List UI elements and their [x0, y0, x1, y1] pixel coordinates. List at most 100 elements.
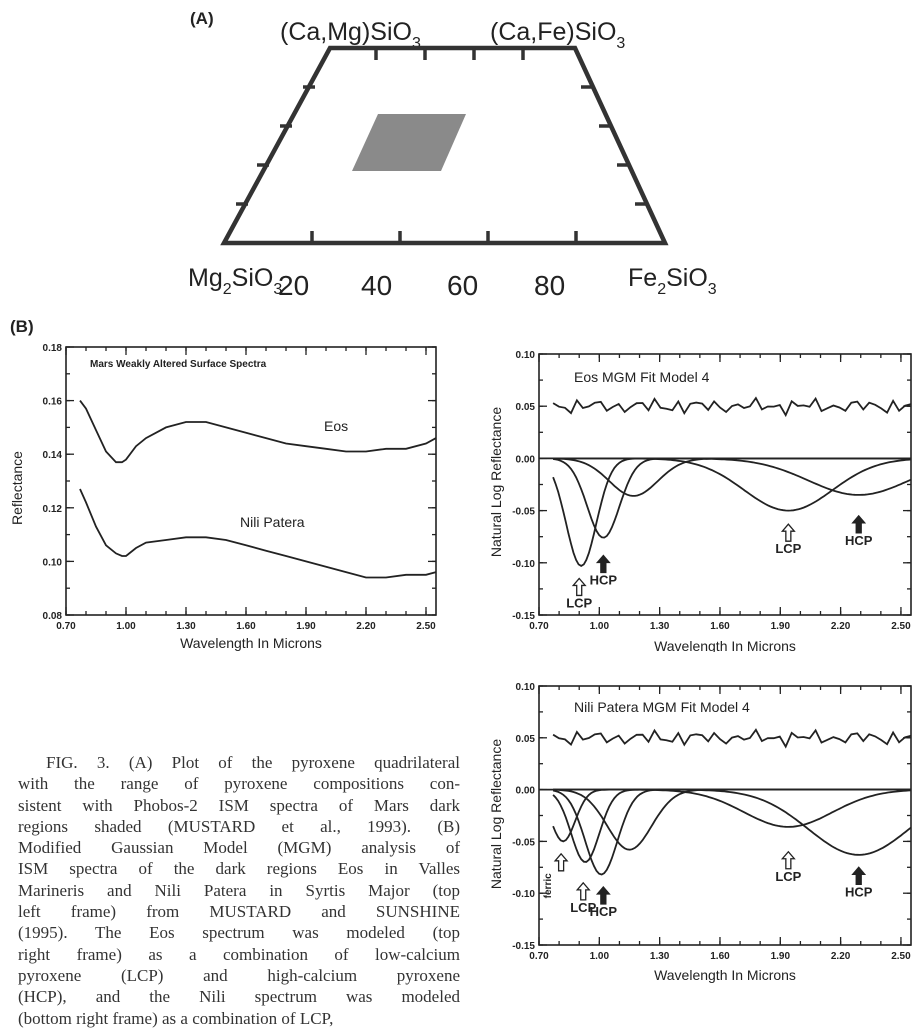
shaded-composition-region	[352, 114, 466, 171]
caption-line: pyroxene (LCP) and high-calcium pyroxene	[18, 965, 460, 985]
arrow-label: LCP	[775, 869, 801, 884]
x-tick-label: 1.00	[590, 621, 610, 632]
arrow-label: HCP	[590, 904, 618, 919]
y-tick-label: -0.10	[512, 889, 535, 900]
y-tick-label: 0.00	[516, 786, 536, 797]
arrow-glyph	[571, 577, 587, 597]
y-tick-label: 0.18	[43, 343, 63, 354]
gaussian-band	[553, 457, 911, 497]
y-tick-label: -0.05	[512, 837, 535, 848]
lcp-arrow: LCP	[566, 577, 593, 610]
x-tick-label: 1.30	[650, 621, 670, 632]
x-tick-label: 1.90	[771, 951, 791, 962]
arrow-glyph	[575, 881, 591, 901]
x-tick-label: 0.70	[529, 951, 549, 962]
x-tick-label: 0.70	[56, 621, 76, 632]
x-tick-label: 2.50	[416, 621, 436, 632]
annotation-eos: Eos	[324, 418, 348, 434]
caption-line: regions shaded (MUSTARD et al., 1993). (…	[18, 816, 460, 836]
caption-line: right frame) as a combination of low-cal…	[18, 944, 460, 964]
arrow-glyph	[595, 885, 611, 905]
y-tick-label: 0.12	[43, 504, 63, 515]
lcp-arrow: LCP	[570, 881, 597, 915]
x-axis-label: Wavelength In Microns	[180, 635, 322, 651]
caption-line: sistent with Phobos-2 ISM spectra of Mar…	[18, 795, 460, 815]
arrow-glyph	[851, 866, 867, 885]
y-tick-label: 0.10	[516, 350, 536, 361]
arrow-glyph	[553, 852, 569, 872]
y-axis-label: Natural Log Reflectance	[488, 739, 504, 889]
y-tick-label: 0.16	[43, 397, 63, 408]
y-tick-label: 0.05	[516, 402, 536, 413]
figure-caption: FIG. 3. (A) Plot of the pyroxene quadril…	[18, 752, 460, 1029]
y-tick-label: 0.05	[516, 734, 536, 745]
arrow-label: HCP	[590, 572, 618, 587]
arrow-glyph	[780, 850, 796, 870]
x-tick-label: 1.30	[176, 621, 196, 632]
panel-b-label-wrap: (B)	[10, 317, 34, 336]
residual-line	[552, 728, 912, 749]
y-tick-label: 0.14	[43, 450, 63, 461]
nili-patera-mgm-fit-chart: Nili Patera MGM Fit Model 4 Natural Log …	[488, 682, 912, 983]
arrow-label: HCP	[845, 884, 873, 899]
caption-line: FIG. 3. (A) Plot of the pyroxene quadril…	[46, 753, 460, 772]
gaussian-band	[553, 788, 912, 828]
hcp-arrow: HCP	[845, 866, 873, 899]
caption-line: (1995). The Eos spectrum was modeled (to…	[18, 923, 460, 943]
arrow-glyph	[595, 554, 611, 574]
tick-label-40: 40	[361, 270, 392, 300]
caption-line: left frame) from MUSTARD and SUNSHINE	[18, 902, 460, 922]
bottom-left-vertex-label: Mg2SiO3	[188, 264, 282, 298]
tick-label-80: 80	[534, 270, 565, 300]
top-left-vertex-label: (Ca,Mg)SiO3	[280, 18, 421, 52]
chart-title: Nili Patera MGM Fit Model 4	[574, 699, 750, 715]
x-tick-label: 2.50	[891, 951, 911, 962]
caption-line: (bottom right frame) as a combination of…	[18, 1008, 334, 1028]
arrow-glyph	[851, 514, 867, 534]
arrow-label: HCP	[845, 533, 873, 548]
chart-title: Mars Weakly Altered Surface Spectra	[90, 359, 267, 370]
chart-frame	[65, 346, 437, 616]
caption-line: with the range of pyroxene compositions …	[18, 774, 460, 794]
x-tick-label: 1.90	[771, 621, 791, 632]
eos-mgm-fit-chart: Eos MGM Fit Model 4 Natural Log Reflecta…	[488, 350, 912, 652]
tick-label-20: 20	[278, 270, 309, 300]
y-tick-label: 0.08	[43, 611, 63, 622]
x-tick-label: 1.30	[650, 951, 670, 962]
y-tick-label: -0.15	[512, 941, 535, 952]
y-axis-label: Reflectance	[9, 451, 25, 525]
gaussian-band	[553, 457, 912, 496]
top-right-vertex-label: (Ca,Fe)SiO3	[490, 18, 625, 52]
x-tick-label: 1.90	[296, 621, 316, 632]
y-tick-label: 0.00	[516, 454, 536, 465]
x-axis-label: Wavelength In Microns	[654, 967, 796, 983]
caption-line: ISM spectra of the dark regions Eos in V…	[18, 859, 460, 879]
gaussian-band	[553, 788, 912, 856]
y-axis-label: Natural Log Reflectance	[488, 407, 504, 557]
panel-a-label: (A)	[190, 9, 214, 28]
caption-line: Modified Gaussian Model (MGM) analysis o…	[18, 838, 460, 858]
bottom-right-vertex-label: Fe2SiO3	[628, 264, 717, 298]
x-tick-label: 2.20	[356, 621, 376, 632]
x-tick-label: 2.20	[831, 951, 851, 962]
reflectance-spectra-chart: Mars Weakly Altered Surface Spectra Refl…	[9, 343, 437, 651]
y-tick-label: -0.10	[512, 559, 535, 570]
tick-label-60: 60	[447, 270, 478, 300]
residual-line	[552, 396, 912, 418]
y-tick-label: -0.15	[512, 611, 535, 622]
gaussian-band	[552, 788, 911, 843]
caption-line: (HCP), and the Nili spectrum was modeled	[18, 987, 460, 1007]
x-tick-label: 1.00	[116, 621, 136, 632]
caption-line: Marineris and Nili Patera in Syrtis Majo…	[18, 880, 460, 900]
series-line-nili-patera	[79, 488, 437, 579]
y-tick-label: 0.10	[43, 557, 63, 568]
arrow-label: ferric	[543, 873, 554, 898]
y-tick-label: 0.10	[516, 682, 536, 693]
x-tick-label: 0.70	[529, 621, 549, 632]
arrow-label: LCP	[570, 900, 596, 915]
x-tick-label: 2.50	[891, 621, 911, 632]
chart-title: Eos MGM Fit Model 4	[574, 369, 710, 385]
x-tick-label: 1.60	[236, 621, 256, 632]
arrow-glyph	[780, 523, 796, 542]
hcp-arrow: HCP	[845, 514, 873, 548]
